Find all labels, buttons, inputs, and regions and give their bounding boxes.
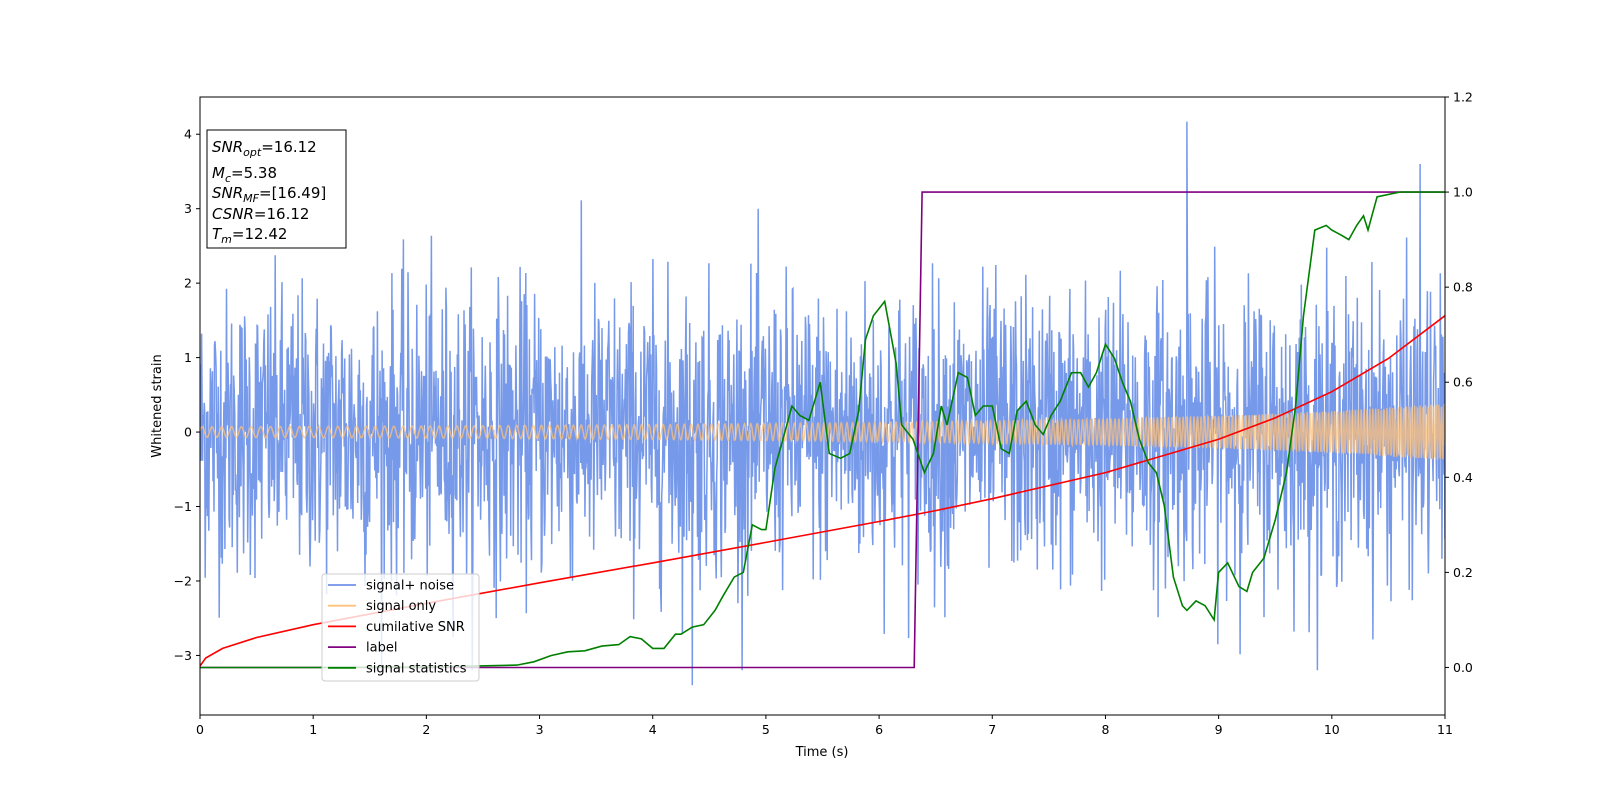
y2-tick-label: 0.2 <box>1453 565 1473 580</box>
y-tick-label: 0 <box>184 425 192 440</box>
y-tick-label: 1 <box>184 350 192 365</box>
x-tick-label: 0 <box>196 722 204 737</box>
y-tick-label: −1 <box>174 499 192 514</box>
info-box-line: SNRopt=16.12 <box>212 138 317 159</box>
x-tick-label: 11 <box>1437 722 1453 737</box>
x-tick-label: 7 <box>988 722 996 737</box>
x-tick-label: 9 <box>1215 722 1223 737</box>
series-signal-noise <box>200 121 1445 686</box>
series-cumilative-snr <box>200 315 1445 667</box>
legend: signal+ noise signal only cumilative SNR la… <box>321 573 480 682</box>
series-signal-statistics <box>200 191 1445 669</box>
x-tick-label: 5 <box>762 722 770 737</box>
series-signal-only <box>200 403 1445 460</box>
x-tick-label: 8 <box>1101 722 1109 737</box>
legend-label: signal+ noise <box>366 579 454 594</box>
x-axis-label: Time (s) <box>795 745 849 760</box>
info-box: SNRopt=16.12 Mc=5.38SNRMF=[16.49]CSNR=16.… <box>206 129 347 249</box>
y2-tick-label: 1.2 <box>1453 90 1473 105</box>
info-box-line: Mc=5.38 <box>212 164 277 185</box>
legend-frame <box>321 573 480 682</box>
info-box-line: CSNR=16.12 <box>212 205 309 223</box>
legend-label: signal statistics <box>366 661 467 676</box>
y-tick-label: 3 <box>184 201 192 216</box>
y-tick-label: −3 <box>174 648 192 663</box>
y2-tick-label: 1.0 <box>1453 185 1473 200</box>
x-tick-label: 2 <box>422 722 430 737</box>
y-tick-label: 2 <box>184 276 192 291</box>
y-axis-label: Whitened strain <box>150 354 165 457</box>
info-box-line: SNRMF=[16.49] <box>212 184 326 205</box>
info-box-frame <box>206 129 347 249</box>
x-tick-label: 1 <box>309 722 317 737</box>
legend-label: cumilative SNR <box>366 620 465 635</box>
y-tick-label: −2 <box>174 573 192 588</box>
plot-frame <box>199 96 1446 716</box>
legend-label: signal only <box>366 599 436 614</box>
legend-label: label <box>366 641 397 656</box>
y2-tick-label: 0.0 <box>1453 660 1473 675</box>
info-box-line: Tm=12.42 <box>212 225 287 246</box>
y2-tick-label: 0.4 <box>1453 470 1473 485</box>
x-tick-label: 3 <box>536 722 544 737</box>
x-tick-label: 6 <box>875 722 883 737</box>
series-label <box>200 191 1445 669</box>
y2-tick-label: 0.8 <box>1453 280 1473 295</box>
y-tick-label: 4 <box>184 127 192 142</box>
x-tick-label: 4 <box>649 722 657 737</box>
y2-tick-label: 0.6 <box>1453 375 1473 390</box>
x-tick-label: 10 <box>1324 722 1340 737</box>
